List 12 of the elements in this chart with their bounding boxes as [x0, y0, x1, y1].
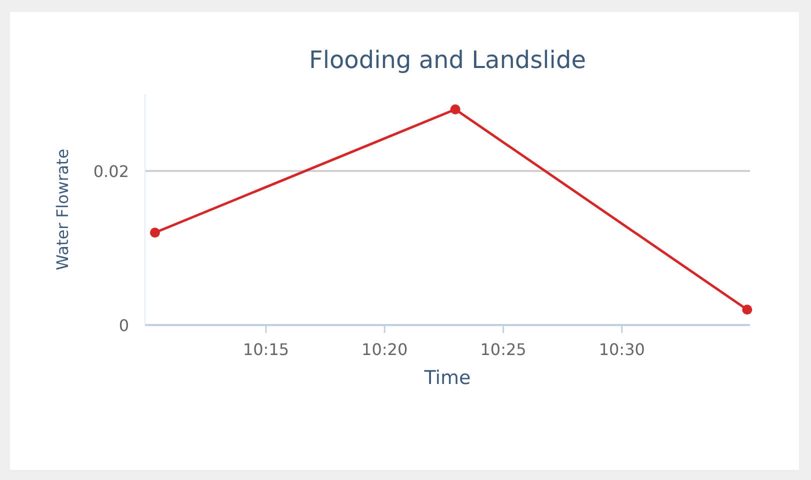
y-tick-label: 0 [118, 316, 129, 335]
y-axis-title: Water Flowrate [53, 148, 72, 270]
x-axis-title: Time [423, 367, 471, 389]
x-tick-label: 10:30 [598, 340, 645, 359]
y-tick-label: 0.02 [93, 162, 129, 181]
x-tick-label: 10:20 [362, 340, 408, 359]
x-tick-label: 10:25 [480, 340, 526, 359]
x-tick-label: 10:15 [242, 340, 290, 359]
point [742, 304, 752, 315]
chart-title: Flooding and Landslide [309, 46, 586, 74]
point [150, 228, 160, 238]
point [450, 104, 460, 114]
